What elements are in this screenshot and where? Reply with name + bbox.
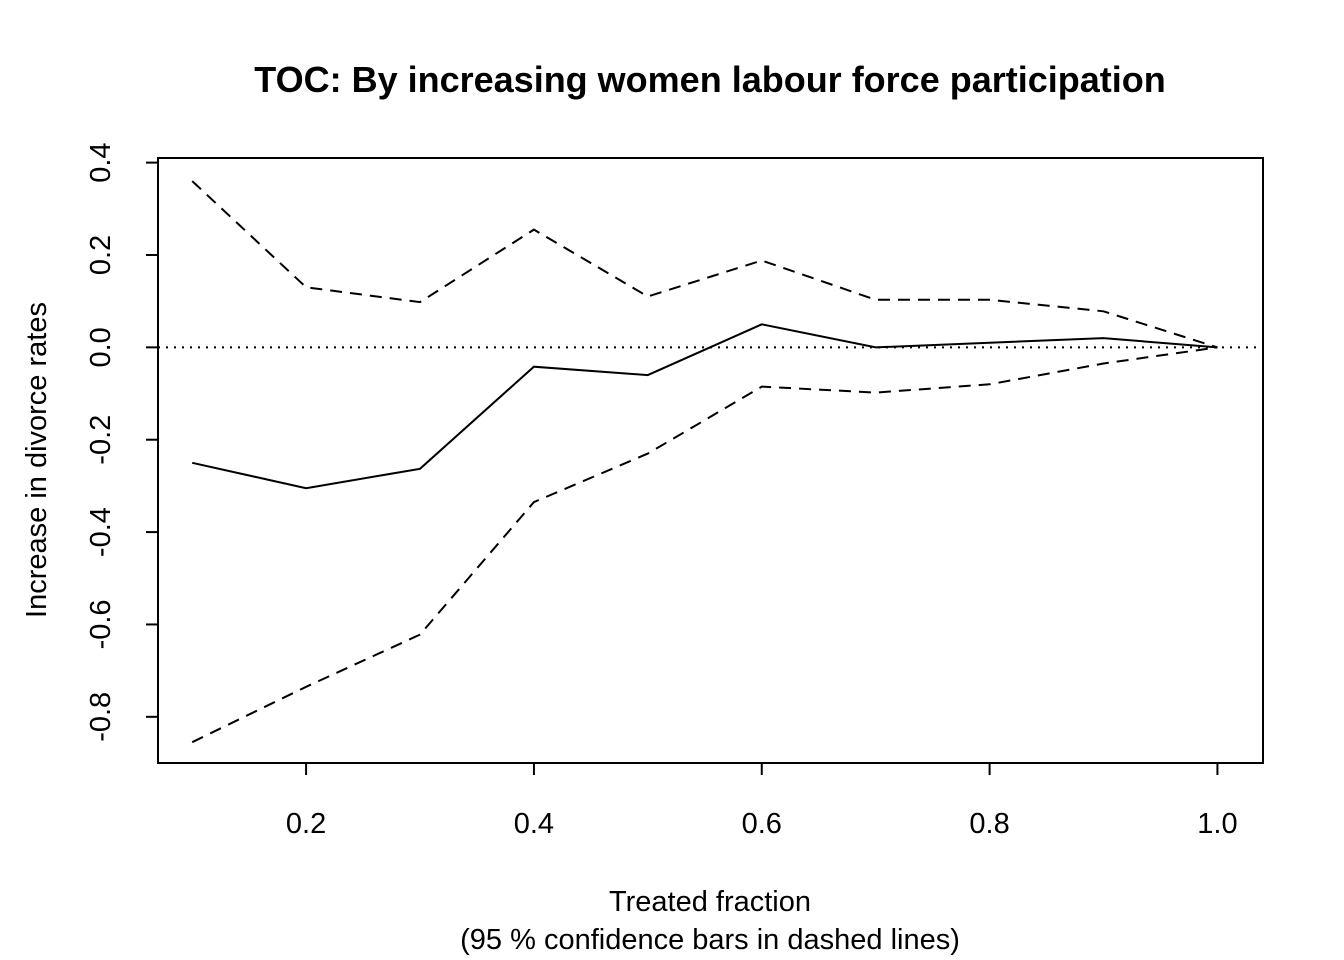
chart-title: TOC: By increasing women labour force pa… [254,59,1166,100]
x-tick-label: 0.6 [742,808,782,840]
lower-ci-line [191,346,1218,744]
y-axis-label: Increase in divorce rates [21,302,53,618]
x-axis-label: Treated fraction [609,886,811,918]
y-axis: -0.8 -0.6 -0.4 -0.2 0.0 0.2 0.4 [85,142,159,742]
x-tick-label: 0.2 [286,808,326,840]
series-group [191,180,1218,744]
plot-frame [157,157,1264,764]
y-tick-label: 0.2 [85,235,117,275]
y-tick-label: -0.2 [85,415,117,465]
x-tick-label: 1.0 [1197,808,1237,840]
x-tick-label: 0.8 [969,808,1009,840]
y-tick-label: 0.4 [85,142,117,182]
y-tick-label: -0.6 [85,599,117,649]
x-tick-label: 0.4 [514,808,554,840]
upper-ci-line [191,180,1218,349]
x-axis: 0.2 0.4 0.6 0.8 1.0 [286,762,1238,840]
y-tick-label: -0.8 [85,692,117,742]
y-tick-label: -0.4 [85,507,117,557]
y-tick-label: 0.0 [85,327,117,367]
estimate-line [191,323,1218,490]
x-axis-sublabel: (95 % confidence bars in dashed lines) [460,924,960,956]
